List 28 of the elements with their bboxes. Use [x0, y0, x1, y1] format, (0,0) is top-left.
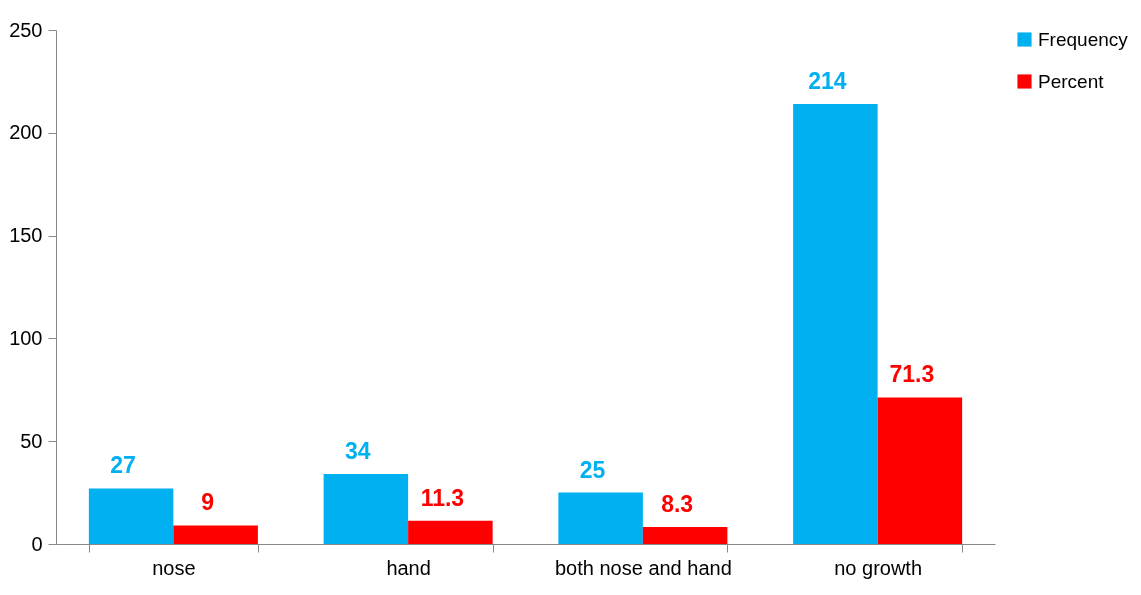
bar [558, 492, 643, 544]
legend-label: Frequency [1038, 28, 1129, 50]
data-label: 71.3 [889, 361, 935, 388]
data-label: 9 [201, 489, 215, 516]
data-label: 214 [808, 68, 847, 95]
y-tick-label: 250 [9, 18, 43, 41]
data-label: 25 [579, 456, 606, 483]
y-tick-label: 50 [20, 429, 43, 452]
bar [173, 525, 258, 544]
data-label: 27 [110, 452, 136, 479]
bar [642, 526, 728, 544]
x-tick-label: nose [152, 556, 196, 579]
bar [88, 488, 174, 544]
y-tick-label: 150 [9, 224, 43, 247]
data-label: 11.3 [420, 484, 465, 511]
bar [323, 474, 409, 544]
y-tick-label: 100 [9, 326, 43, 349]
legend-label: Percent [1038, 70, 1105, 92]
x-tick-label: both nose and hand [554, 556, 732, 579]
data-label: 34 [345, 438, 371, 465]
y-tick-label: 0 [31, 532, 43, 555]
bar [877, 397, 963, 544]
x-tick-label: no growth [834, 556, 923, 579]
x-tick-label: hand [386, 556, 431, 579]
y-tick-label: 200 [9, 121, 43, 144]
bar [793, 104, 878, 544]
data-label: 8.3 [661, 490, 694, 517]
bar [408, 520, 493, 544]
